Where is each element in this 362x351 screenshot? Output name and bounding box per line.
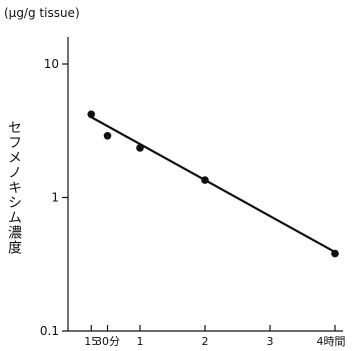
- data-points: [87, 110, 339, 258]
- data-point: [103, 131, 112, 140]
- y-ticks: 10 1 0.1: [40, 57, 68, 338]
- x-tick-label: 1: [137, 335, 144, 348]
- x-tick-label: 15: [84, 335, 98, 348]
- unit-label: (µg/g tissue): [4, 6, 80, 20]
- data-point: [87, 110, 96, 119]
- data-point: [201, 176, 209, 184]
- fit-line: [90, 116, 336, 254]
- data-point: [331, 249, 339, 258]
- y-tick-label: 0.1: [40, 324, 59, 338]
- y-tick-label: 10: [44, 57, 59, 71]
- y-axis-label: セフメノキシム濃度: [6, 120, 22, 255]
- data-point: [136, 144, 144, 152]
- x-tick-label: 2: [202, 335, 209, 348]
- x-tick-label: 3: [267, 335, 274, 348]
- x-tick-label: 4時間: [317, 335, 346, 348]
- y-tick-label: 1: [51, 191, 59, 205]
- axes: [67, 37, 343, 332]
- x-tick-label: 30分: [95, 335, 120, 348]
- fit-line-group: [90, 116, 336, 254]
